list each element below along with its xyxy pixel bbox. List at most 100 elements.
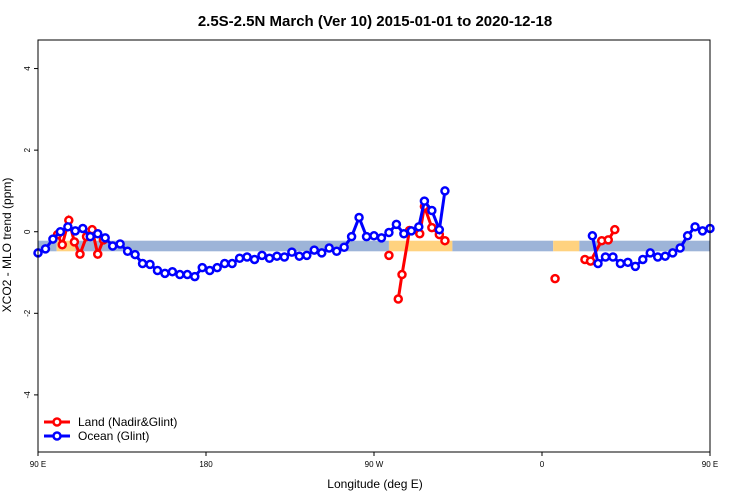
y-axis: 4 2 0 -2 -4 xyxy=(23,66,38,399)
series-ocean-point-0-36 xyxy=(302,250,312,261)
series-ocean-point-0-38 xyxy=(316,248,327,258)
chart-title: 2.5S-2.5N March (Ver 10) 2015-01-01 to 2… xyxy=(198,13,552,30)
legend-ocean-label: Ocean (Glint) xyxy=(78,429,149,443)
y-tick-label-0: 4 xyxy=(23,66,32,71)
series-ocean-point-0-40 xyxy=(331,246,342,257)
series-ocean-point-1-6 xyxy=(630,261,641,272)
y-tick-label-3: -2 xyxy=(23,309,32,317)
series-ocean-point-0-54 xyxy=(434,224,445,235)
series-land-point-2-1 xyxy=(397,269,407,280)
series-land-point-2-5 xyxy=(427,222,437,233)
series-ocean-point-0-5 xyxy=(70,226,81,236)
series-layer xyxy=(33,186,715,304)
series-ocean-point-1-0 xyxy=(587,231,598,241)
series-ocean-point-0-50 xyxy=(406,226,417,236)
series-ocean-point-0-25 xyxy=(219,258,230,269)
series-ocean xyxy=(33,186,715,282)
legend: Land (Nadir&Glint)Ocean (Glint) xyxy=(44,415,177,443)
x-tick-label-3: 0 xyxy=(540,460,545,469)
series-ocean-point-0-26 xyxy=(227,258,237,269)
series-ocean-point-0-27 xyxy=(234,253,245,263)
series-land-point-3-0 xyxy=(550,273,560,284)
series-ocean-point-0-49 xyxy=(399,229,409,239)
x-axis: 90 E 180 90 W 0 90 E xyxy=(30,452,718,469)
series-ocean-point-0-51 xyxy=(414,222,424,232)
series-ocean-point-0-8 xyxy=(92,229,103,239)
series-ocean-point-0-55 xyxy=(440,186,450,196)
series-land-point-2-7 xyxy=(440,235,450,246)
x-tick-label-4: 90 E xyxy=(702,460,718,469)
series-land-point-4-4 xyxy=(610,224,620,235)
y-tick-label-2: 0 xyxy=(23,229,32,234)
series-ocean-point-1-10 xyxy=(660,251,670,261)
series-ocean-point-0-9 xyxy=(100,233,110,243)
band-segment-ocean-4 xyxy=(452,240,554,252)
series-ocean-point-0-23 xyxy=(204,265,215,276)
series-land-point-4-1 xyxy=(585,256,596,266)
x-tick-label-1: 180 xyxy=(199,460,213,469)
series-ocean-point-1-9 xyxy=(652,252,663,262)
series-ocean-point-1-5 xyxy=(623,257,633,268)
series-ocean-point-1-14 xyxy=(690,222,700,232)
series-ocean-point-0-22 xyxy=(197,262,208,273)
series-ocean-point-0-48 xyxy=(391,219,402,230)
band-segment-land-3 xyxy=(388,240,453,252)
series-ocean-point-0-45 xyxy=(369,231,379,241)
series-ocean-point-1-11 xyxy=(667,248,678,258)
series-ocean-point-0-52 xyxy=(419,196,430,206)
series-ocean-point-0-4 xyxy=(63,222,73,232)
series-ocean-point-1-8 xyxy=(645,248,656,258)
series-ocean-point-1-12 xyxy=(675,243,685,253)
series-ocean-point-0-12 xyxy=(122,246,133,257)
series-ocean-point-0-19 xyxy=(175,269,185,280)
legend-land-marker xyxy=(52,417,62,427)
series-ocean-point-0-13 xyxy=(130,249,140,260)
series-ocean-point-0-21 xyxy=(190,271,200,282)
series-ocean-point-1-3 xyxy=(608,252,618,262)
y-tick-label-1: 2 xyxy=(23,147,32,152)
series-ocean-point-0-32 xyxy=(272,251,282,261)
series-ocean-point-0-41 xyxy=(339,242,349,252)
series-land-point-0-3 xyxy=(69,237,80,247)
series-land-point-2-0 xyxy=(393,294,404,304)
series-ocean-point-0-16 xyxy=(152,265,163,276)
series-ocean-point-0-3 xyxy=(55,226,66,237)
series-ocean-point-1-2 xyxy=(600,252,611,262)
x-tick-label-0: 90 E xyxy=(30,460,46,469)
series-ocean-point-0-30 xyxy=(257,250,267,261)
series-ocean-point-0-6 xyxy=(78,223,88,234)
series-ocean-point-0-11 xyxy=(115,239,125,249)
y-axis-label: XCO2 - MLO trend (ppm) xyxy=(0,178,14,313)
series-ocean-point-0-10 xyxy=(107,241,118,251)
legend-ocean-marker xyxy=(52,431,62,441)
series-ocean-point-1-7 xyxy=(638,254,648,265)
y-tick-label-4: -4 xyxy=(23,391,32,399)
series-ocean-point-0-37 xyxy=(309,245,320,255)
series-ocean-point-0-1 xyxy=(40,244,51,254)
series-land-point-1-0 xyxy=(384,250,394,261)
legend-land-label: Land (Nadir&Glint) xyxy=(78,415,177,429)
series-ocean-point-0-15 xyxy=(145,259,155,270)
band-segment-land-5 xyxy=(553,240,580,252)
series-ocean-point-0-20 xyxy=(182,269,193,280)
series-ocean-point-0-24 xyxy=(212,262,222,273)
series-ocean-point-0-47 xyxy=(384,227,394,238)
band-segment-ocean-6 xyxy=(579,240,710,252)
series-ocean-point-0-46 xyxy=(376,233,387,243)
series-ocean-point-0-42 xyxy=(346,231,357,242)
series-ocean-point-0-43 xyxy=(354,212,364,223)
series-ocean-point-1-13 xyxy=(682,231,693,241)
x-axis-label: Longitude (deg E) xyxy=(327,477,422,491)
series-land-point-0-1 xyxy=(57,240,68,250)
series-ocean-point-0-34 xyxy=(287,247,297,257)
series-ocean-point-0-7 xyxy=(85,231,96,242)
series-ocean-point-0-35 xyxy=(294,251,305,261)
series-ocean-point-0-53 xyxy=(427,205,437,216)
series-ocean-point-0-31 xyxy=(264,253,275,263)
series-ocean-point-0-2 xyxy=(48,234,58,244)
series-ocean-point-1-1 xyxy=(593,258,603,269)
series-land-point-4-3 xyxy=(603,235,614,245)
series-land-point-0-7 xyxy=(92,249,103,259)
x-tick-label-2: 90 W xyxy=(365,460,384,469)
